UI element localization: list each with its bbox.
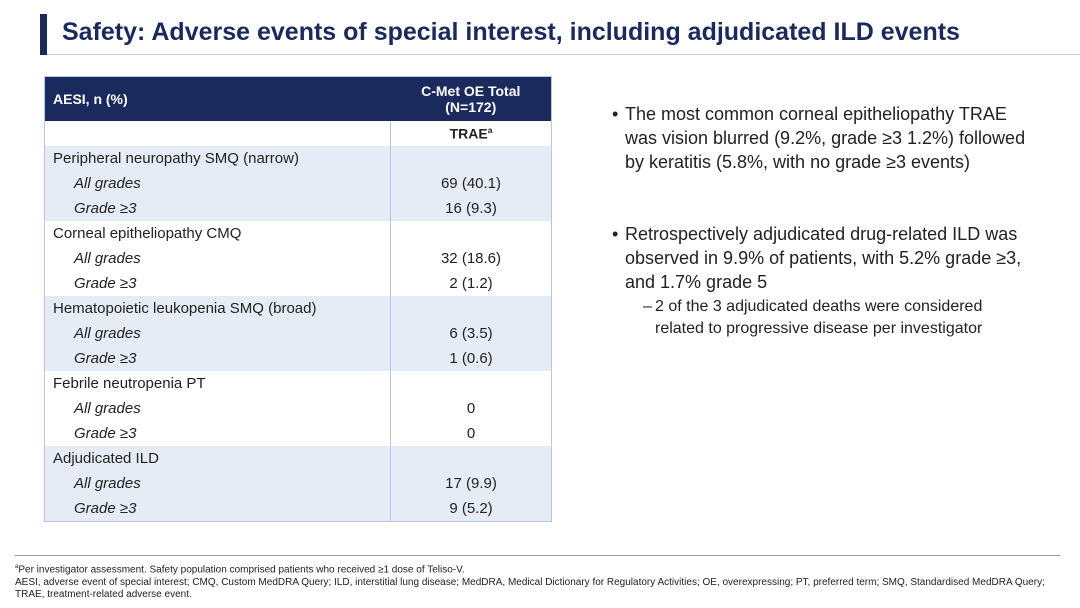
title: Safety: Adverse events of special intere… [62, 18, 960, 46]
row-value: 2 (1.2) [390, 271, 552, 296]
group-row: Hematopoietic leukopenia SMQ (broad) [44, 296, 552, 321]
group-row: Corneal epitheliopathy CMQ [44, 221, 552, 246]
row-value: 32 (18.6) [390, 246, 552, 271]
row-label: All grades [44, 321, 391, 346]
bullet-text: The most common corneal epitheliopathy T… [625, 104, 1026, 172]
bullet: The most common corneal epitheliopathy T… [612, 102, 1032, 174]
bullet: Retrospectively adjudicated drug-related… [612, 222, 1032, 340]
header-cell: AESI, n (%) [44, 76, 391, 121]
cell [390, 446, 552, 471]
data-row: Grade ≥3 16 (9.3) [44, 196, 552, 221]
row-label: Grade ≥3 [44, 346, 391, 371]
superscript: a [487, 125, 493, 136]
bullets: The most common corneal epitheliopathy T… [612, 102, 1032, 388]
group-row: Peripheral neuropathy SMQ (narrow) [44, 146, 552, 171]
row-value: 1 (0.6) [390, 346, 552, 371]
row-label: Grade ≥3 [44, 496, 391, 522]
footnote: AESI, adverse event of special interest;… [15, 577, 1065, 602]
row-label: Grade ≥3 [44, 196, 391, 221]
group-row: Adjudicated ILD [44, 446, 552, 471]
subheader-row: TRAEa [44, 121, 552, 146]
cell [44, 121, 391, 146]
footnotes: aPer investigator assessment. Safety pop… [15, 561, 1065, 602]
data-row: All grades 0 [44, 396, 552, 421]
row-value: 0 [390, 421, 552, 446]
sub-bullet: 2 of the 3 adjudicated deaths were consi… [625, 296, 1032, 340]
row-value: 17 (9.9) [390, 471, 552, 496]
subheader-text: TRAE [449, 125, 488, 142]
row-value: 6 (3.5) [390, 321, 552, 346]
data-row: Grade ≥3 9 (5.2) [44, 496, 552, 522]
row-value: 0 [390, 396, 552, 421]
row-label: All grades [44, 246, 391, 271]
group-label: Adjudicated ILD [44, 446, 391, 471]
bullet-text: Retrospectively adjudicated drug-related… [625, 224, 1022, 292]
cell [390, 221, 552, 246]
data-row: Grade ≥3 1 (0.6) [44, 346, 552, 371]
row-value: 16 (9.3) [390, 196, 552, 221]
row-value: 9 (5.2) [390, 496, 552, 522]
row-label: All grades [44, 171, 391, 196]
row-label: Grade ≥3 [44, 421, 391, 446]
row-value: 69 (40.1) [390, 171, 552, 196]
cell [390, 371, 552, 396]
footnote-text: AESI, adverse event of special interest;… [15, 576, 1045, 601]
group-label: Peripheral neuropathy SMQ (narrow) [44, 146, 391, 171]
header-cell: C-Met OE Total (N=172) [390, 76, 552, 121]
data-row: All grades 32 (18.6) [44, 246, 552, 271]
cell [390, 146, 552, 171]
footnote-text: Per investigator assessment. Safety popu… [18, 564, 465, 576]
header-line: (N=172) [445, 99, 497, 115]
data-row: All grades 69 (40.1) [44, 171, 552, 196]
aesi-table: AESI, n (%) C-Met OE Total (N=172) TRAEa Per… [44, 76, 552, 522]
subheader-cell: TRAEa [390, 121, 552, 146]
row-label: Grade ≥3 [44, 271, 391, 296]
header-line: C-Met OE Total [421, 83, 521, 99]
group-label: Corneal epitheliopathy CMQ [44, 221, 391, 246]
title-rule [47, 54, 1080, 55]
cell [390, 296, 552, 321]
data-row: All grades 6 (3.5) [44, 321, 552, 346]
group-label: Hematopoietic leukopenia SMQ (broad) [44, 296, 391, 321]
title-bar [40, 14, 47, 55]
row-label: All grades [44, 396, 391, 421]
group-row: Febrile neutropenia PT [44, 371, 552, 396]
footnote-rule [15, 555, 1060, 556]
superscript: a [15, 564, 19, 570]
data-row: Grade ≥3 0 [44, 421, 552, 446]
data-row: All grades 17 (9.9) [44, 471, 552, 496]
header-row: AESI, n (%) C-Met OE Total (N=172) [44, 76, 552, 121]
group-label: Febrile neutropenia PT [44, 371, 391, 396]
row-label: All grades [44, 471, 391, 496]
data-row: Grade ≥3 2 (1.2) [44, 271, 552, 296]
footnote: aPer investigator assessment. Safety pop… [15, 561, 1065, 577]
